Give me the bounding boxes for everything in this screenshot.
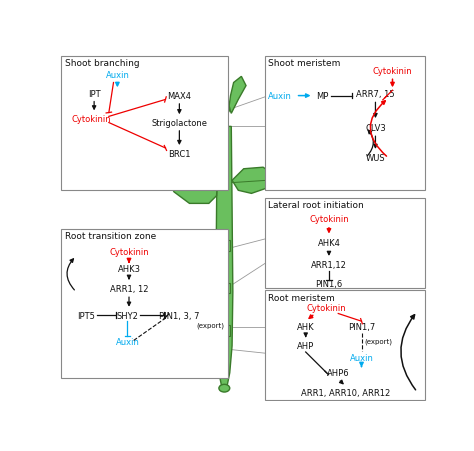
Text: Strigolactone: Strigolactone	[151, 119, 207, 128]
Text: WUS: WUS	[365, 154, 385, 163]
Bar	[264, 56, 425, 191]
Text: Cytokinin: Cytokinin	[373, 67, 412, 75]
Text: Auxin: Auxin	[349, 353, 374, 362]
Bar	[264, 198, 425, 289]
Polygon shape	[216, 127, 233, 391]
Polygon shape	[229, 77, 246, 114]
Text: IPT5: IPT5	[77, 311, 95, 320]
Text: AHK4: AHK4	[318, 239, 340, 248]
Text: AHP6: AHP6	[327, 368, 349, 377]
Polygon shape	[232, 168, 275, 194]
Polygon shape	[166, 170, 218, 204]
Text: PIN1,6: PIN1,6	[315, 279, 343, 288]
Text: Lateral root initiation: Lateral root initiation	[268, 201, 364, 210]
Bar	[219, 283, 230, 294]
Text: AHK3: AHK3	[118, 265, 140, 274]
Text: (export): (export)	[365, 337, 392, 344]
Text: MAX4: MAX4	[167, 92, 191, 101]
Text: BRC1: BRC1	[168, 150, 191, 158]
Text: PIN1, 3, 7: PIN1, 3, 7	[159, 311, 200, 320]
Text: ARR1,12: ARR1,12	[311, 261, 347, 270]
Text: ARR1, ARR10, ARR12: ARR1, ARR10, ARR12	[301, 388, 391, 397]
Bar	[61, 56, 228, 191]
Text: IPT: IPT	[88, 90, 100, 99]
Bar	[264, 291, 425, 400]
Text: Auxin: Auxin	[268, 92, 292, 101]
Text: Root transition zone: Root transition zone	[65, 232, 157, 241]
Text: MP: MP	[317, 92, 329, 101]
Text: SHY2: SHY2	[117, 311, 138, 320]
Circle shape	[219, 104, 230, 115]
Bar	[61, 229, 228, 378]
Text: CLV3: CLV3	[365, 124, 386, 132]
Text: Cytokinin: Cytokinin	[307, 303, 346, 312]
Bar	[219, 325, 230, 336]
Polygon shape	[202, 77, 219, 114]
Text: Root meristem: Root meristem	[268, 293, 335, 302]
Text: Auxin: Auxin	[116, 338, 139, 347]
Text: Cytokinin: Cytokinin	[309, 215, 349, 224]
Text: Cytokinin: Cytokinin	[72, 115, 111, 124]
Text: AHK: AHK	[297, 322, 315, 331]
Text: AHP: AHP	[297, 341, 314, 350]
Text: Shoot branching: Shoot branching	[65, 59, 140, 68]
Ellipse shape	[219, 385, 230, 392]
Text: (export): (export)	[196, 321, 224, 328]
Text: Auxin: Auxin	[105, 71, 129, 80]
Text: ARR1, 12: ARR1, 12	[110, 284, 148, 293]
Text: Shoot meristem: Shoot meristem	[268, 59, 341, 68]
Bar	[219, 241, 230, 252]
Text: Cytokinin: Cytokinin	[109, 248, 149, 257]
Text: PIN1,7: PIN1,7	[348, 322, 375, 331]
Text: ARR7, 15: ARR7, 15	[356, 90, 395, 99]
